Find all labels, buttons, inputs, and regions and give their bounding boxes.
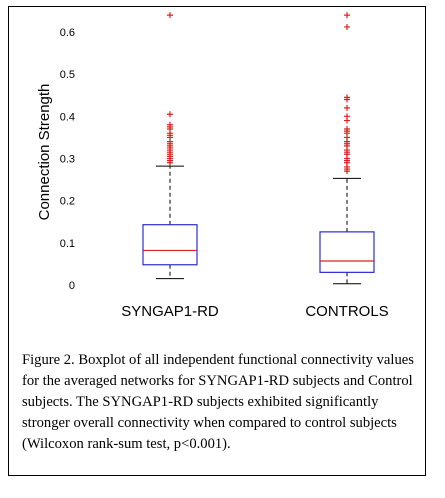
y-axis-ticks: 0 0.1 0.2 0.3 0.4 0.5 0.6 xyxy=(60,27,75,292)
figure-frame xyxy=(8,6,426,476)
x-axis-ticks: SYNGAP1-RD CONTROLS xyxy=(121,303,388,320)
y-tick-label: 0.6 xyxy=(60,27,75,39)
y-tick-label: 0.5 xyxy=(60,69,75,81)
iqr-box xyxy=(142,224,198,266)
y-tick-label: 0 xyxy=(69,280,75,292)
y-tick-label: 0.4 xyxy=(60,111,75,123)
boxes-group xyxy=(142,12,375,285)
x-tick-label: CONTROLS xyxy=(305,303,388,320)
outlier-point xyxy=(167,111,173,118)
outlier-point xyxy=(167,12,173,19)
outlier-point xyxy=(344,113,350,120)
y-tick-label: 0.1 xyxy=(60,238,75,250)
boxplot-chart: Connection Strength 00.10.20.30.40.50.6 … xyxy=(36,12,389,320)
x-tick-label: SYNGAP1-RD xyxy=(121,303,219,320)
iqr-box xyxy=(319,231,375,273)
box-controls xyxy=(319,12,375,285)
outlier-point xyxy=(344,104,350,111)
outlier-point xyxy=(344,94,350,101)
figure-caption: Figure 2. Boxplot of all independent fun… xyxy=(22,352,414,452)
outlier-point xyxy=(344,23,350,30)
outlier-point xyxy=(344,125,350,132)
outlier-point xyxy=(167,121,173,128)
y-tick-label: 0.2 xyxy=(60,196,75,208)
y-tick-label: 0.3 xyxy=(60,154,75,166)
box-syngap1-rd xyxy=(142,12,198,280)
outlier-point xyxy=(344,12,350,19)
y-axis-label: Connection Strength xyxy=(36,84,53,221)
